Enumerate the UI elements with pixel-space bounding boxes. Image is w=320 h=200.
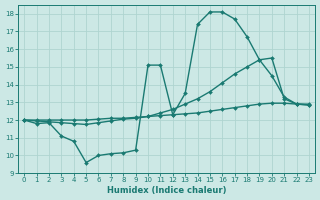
X-axis label: Humidex (Indice chaleur): Humidex (Indice chaleur)	[107, 186, 226, 195]
